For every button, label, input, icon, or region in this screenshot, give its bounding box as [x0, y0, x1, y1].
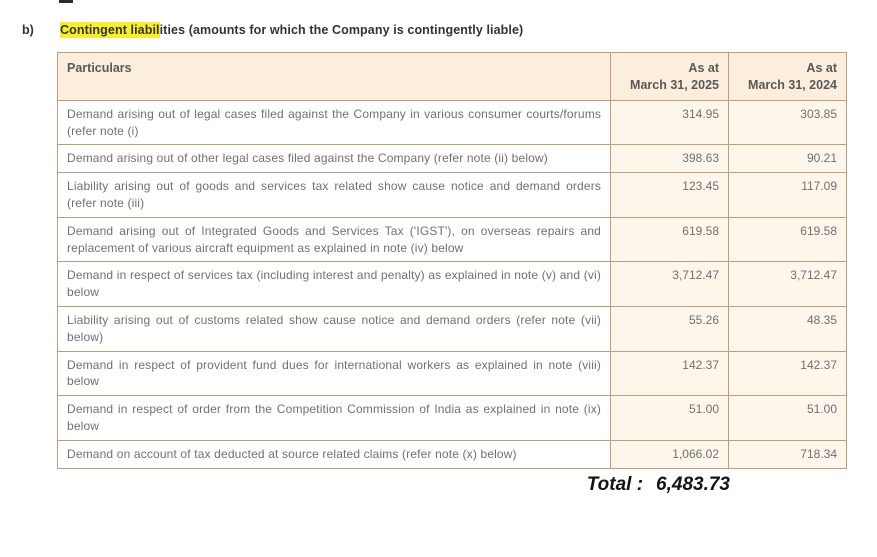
- particulars-cell: Demand on account of tax deducted at sou…: [57, 439, 611, 469]
- particulars-cell: Liability arising out of goods and servi…: [57, 172, 611, 218]
- value-2025-cell: 51.00: [610, 395, 729, 441]
- value-2024-cell: 303.85: [728, 99, 847, 146]
- value-2025-cell: 123.45: [610, 172, 729, 218]
- particulars-cell: Demand in respect of provident fund dues…: [57, 350, 611, 397]
- value-2024-cell: 142.37: [728, 350, 847, 397]
- value-2024-cell: 718.34: [728, 439, 847, 469]
- table-row: Demand in respect of services tax (inclu…: [57, 261, 847, 307]
- particulars-cell: Demand in respect of order from the Comp…: [57, 395, 611, 441]
- value-2025-cell: 1,066.02: [610, 439, 729, 469]
- total-value: 6,483.73: [656, 474, 730, 495]
- value-2025-cell: 314.95: [610, 99, 729, 146]
- particulars-cell: Demand arising out of Integrated Goods a…: [57, 216, 611, 263]
- value-2025-cell: 142.37: [610, 350, 729, 397]
- particulars-cell: Liability arising out of customs related…: [57, 305, 611, 352]
- value-2024-cell: 48.35: [728, 305, 847, 352]
- section-label: b): [22, 23, 34, 37]
- value-2024-cell: 51.00: [728, 395, 847, 441]
- contingent-liabilities-table: Particulars As at March 31, 2025 As at M…: [57, 52, 847, 469]
- table-row: Demand arising out of Integrated Goods a…: [57, 216, 847, 263]
- particulars-cell: Demand arising out of other legal cases …: [57, 144, 611, 174]
- table-row: Demand arising out of other legal cases …: [57, 144, 847, 174]
- table-row: Liability arising out of customs related…: [57, 305, 847, 352]
- value-2024-cell: 619.58: [728, 216, 847, 263]
- table-row: Demand on account of tax deducted at sou…: [57, 439, 847, 469]
- heading-highlighted-text: Contingent liabil: [60, 22, 160, 38]
- particulars-cell: Demand in respect of services tax (inclu…: [57, 261, 611, 307]
- table-row: Demand in respect of provident fund dues…: [57, 350, 847, 397]
- header-as-at-2024: As at March 31, 2024: [728, 52, 847, 101]
- value-2025-cell: 55.26: [610, 305, 729, 352]
- value-2025-cell: 3,712.47: [610, 261, 729, 307]
- table-row: Demand in respect of order from the Comp…: [57, 395, 847, 441]
- heading-rest-text: ities (amounts for which the Company is …: [159, 23, 524, 37]
- header-row: Particulars As at March 31, 2025 As at M…: [57, 52, 847, 101]
- particulars-cell: Demand arising out of legal cases filed …: [57, 99, 611, 146]
- header-as-at-2025: As at March 31, 2025: [610, 52, 729, 101]
- table-row: Demand arising out of legal cases filed …: [57, 99, 847, 146]
- cropped-content-fragment: [59, 0, 73, 3]
- header-particulars: Particulars: [57, 52, 611, 101]
- value-2024-cell: 117.09: [728, 172, 847, 218]
- total-row: Total : 6,483.73: [57, 474, 730, 496]
- value-2025-cell: 619.58: [610, 216, 729, 263]
- table-container: Particulars As at March 31, 2025 As at M…: [57, 52, 847, 469]
- section-heading: Contingent liabilities (amounts for whic…: [60, 22, 524, 38]
- table-row: Liability arising out of goods and servi…: [57, 172, 847, 218]
- value-2024-cell: 90.21: [728, 144, 847, 174]
- table-body: Demand arising out of legal cases filed …: [57, 99, 847, 469]
- value-2024-cell: 3,712.47: [728, 261, 847, 307]
- value-2025-cell: 398.63: [610, 144, 729, 174]
- total-label: Total :: [586, 474, 644, 495]
